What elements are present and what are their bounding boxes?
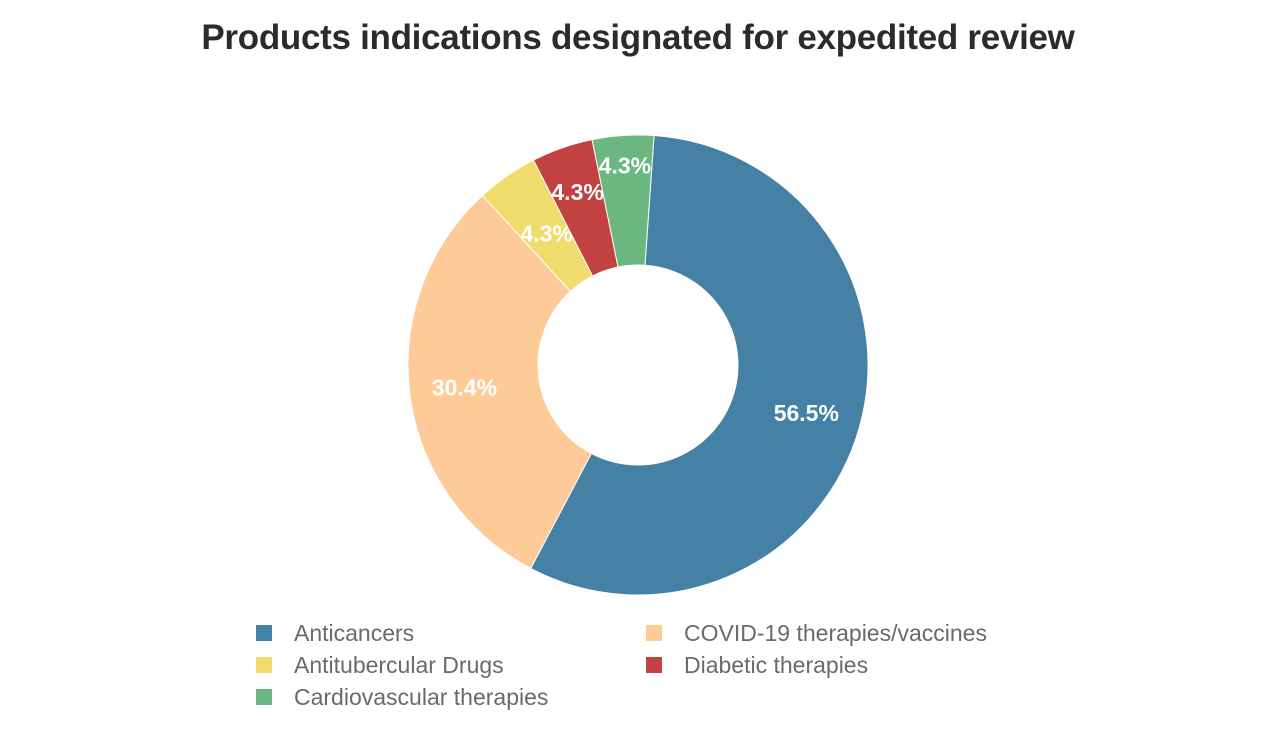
legend-item-antitubercular-drugs: Antitubercular Drugs	[256, 650, 504, 680]
legend-item-cardiovascular-therapies: Cardiovascular therapies	[256, 682, 548, 712]
legend-item-covid-19-therapies-vaccines: COVID-19 therapies/vaccines	[646, 618, 987, 648]
legend-swatch	[256, 657, 272, 673]
chart-title: Products indications designated for expe…	[201, 18, 1075, 57]
slice-anticancers	[530, 135, 869, 596]
legend-swatch	[646, 657, 662, 673]
slice-covid-19-therapies-vaccines	[407, 194, 593, 570]
legend-label: Diabetic therapies	[684, 651, 869, 678]
slice-label-anticancers: 56.5%	[774, 400, 839, 426]
slice-label-diabetic-therapies: 4.3%	[551, 179, 603, 205]
legend-label: Antitubercular Drugs	[294, 651, 504, 678]
slice-label-cardiovascular-therapies: 4.3%	[599, 152, 651, 178]
legend-label: Cardiovascular therapies	[294, 683, 549, 710]
legend-item-anticancers: Anticancers	[256, 618, 414, 648]
legend-swatch	[646, 625, 662, 641]
legend-swatch	[256, 625, 272, 641]
slice-cardiovascular-therapies	[591, 134, 655, 268]
legend-item-diabetic-therapies: Diabetic therapies	[646, 650, 868, 680]
slice-label-covid-19-therapies-vaccines: 30.4%	[432, 374, 497, 400]
legend-label: COVID-19 therapies/vaccines	[684, 619, 987, 646]
legend-swatch	[256, 689, 272, 705]
slice-label-antitubercular-drugs: 4.3%	[521, 221, 573, 247]
legend-label: Anticancers	[294, 619, 415, 646]
